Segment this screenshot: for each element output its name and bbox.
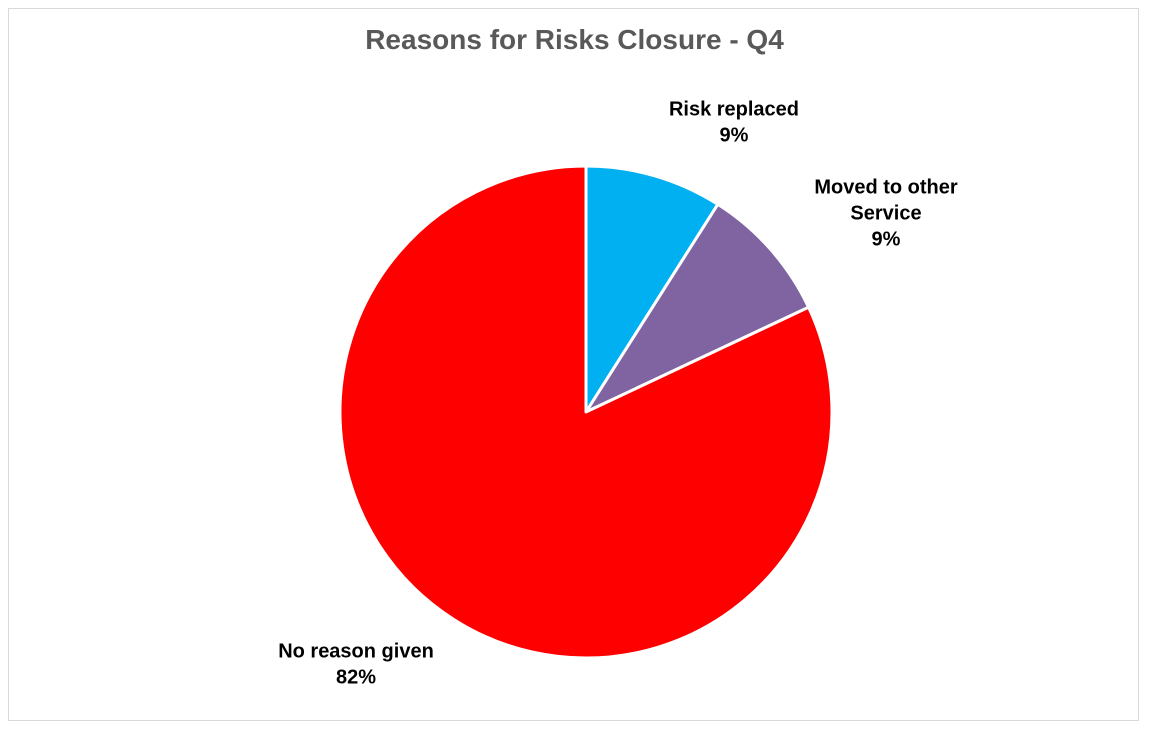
data-label-category: No reason given bbox=[278, 640, 434, 662]
pie-slice-no-reason-given bbox=[338, 164, 834, 660]
pie-slice-moved-to-other-service bbox=[584, 202, 811, 414]
data-label-category: Service bbox=[850, 202, 921, 224]
pie-labels: Risk replaced 9% Moved to other Service 9% No… bbox=[278, 98, 958, 688]
data-label-category: Risk replaced bbox=[669, 98, 799, 120]
pie-slice-risk-replaced bbox=[584, 164, 720, 414]
pie-slices bbox=[338, 164, 834, 660]
chart-title: Reasons for Risks Closure - Q4 bbox=[365, 24, 784, 55]
data-label-percent: 82% bbox=[336, 666, 376, 688]
data-label-percent: 9% bbox=[872, 228, 901, 250]
data-label-percent: 9% bbox=[720, 124, 749, 146]
data-label-category: Moved to other bbox=[814, 176, 958, 198]
